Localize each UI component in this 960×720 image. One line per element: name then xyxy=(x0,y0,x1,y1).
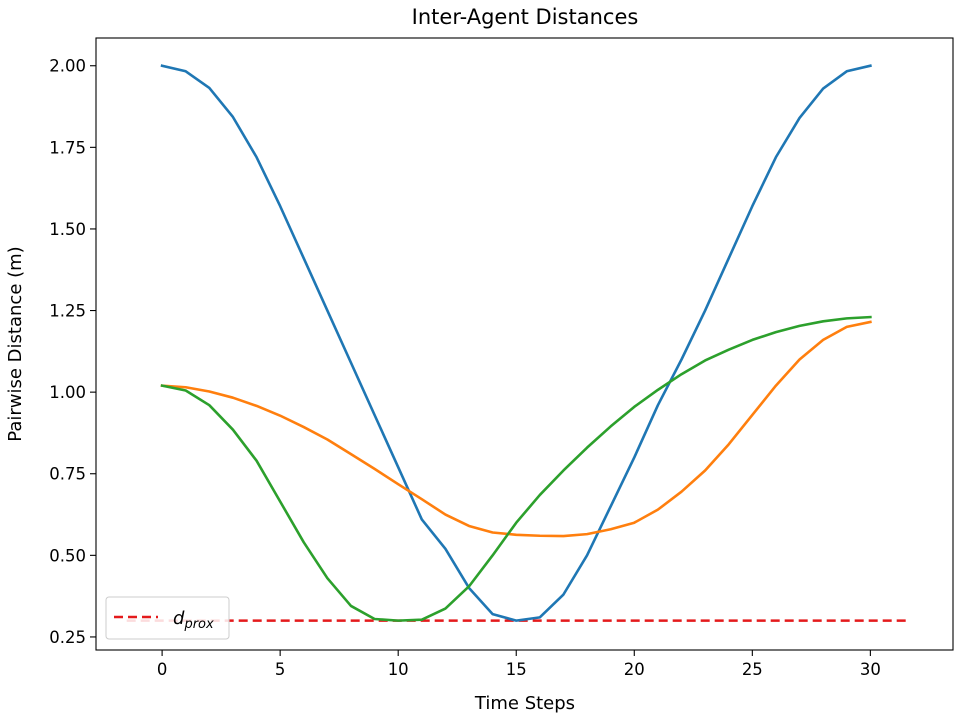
y-tick-label: 1.50 xyxy=(49,220,86,239)
x-tick-label: 20 xyxy=(624,660,645,679)
plot-area xyxy=(126,64,906,622)
series-line-3 xyxy=(160,315,872,622)
series-line-1 xyxy=(160,64,872,622)
chart-title: Inter-Agent Distances xyxy=(412,5,639,29)
plot-frame xyxy=(95,37,954,651)
y-axis: 0.25 0.50 0.75 1.00 1.25 1.50 1.75 2.00 xyxy=(49,57,96,647)
y-tick-label: 0.75 xyxy=(49,465,86,484)
y-tick-label: 1.00 xyxy=(49,383,86,402)
y-tick-label: 1.75 xyxy=(49,138,86,157)
x-tick-label: 5 xyxy=(275,660,286,679)
y-tick-label: 0.50 xyxy=(49,546,86,565)
legend: dprox xyxy=(105,596,230,640)
x-axis-label: Time Steps xyxy=(474,693,575,714)
x-tick-label: 15 xyxy=(506,660,527,679)
x-tick-label: 30 xyxy=(860,660,881,679)
x-tick-label: 25 xyxy=(742,660,763,679)
y-tick-label: 1.25 xyxy=(49,302,86,321)
y-axis-label: Pairwise Distance (m) xyxy=(5,246,26,441)
legend-threshold-label: dprox xyxy=(173,608,214,632)
x-axis: 0 5 10 15 20 25 30 xyxy=(157,650,881,679)
x-tick-label: 10 xyxy=(388,660,409,679)
series-line-2 xyxy=(160,320,872,538)
legend-subscript: prox xyxy=(183,617,214,632)
x-tick-label: 0 xyxy=(157,660,168,679)
y-tick-label: 2.00 xyxy=(49,57,86,76)
legend-box xyxy=(105,596,230,640)
legend-symbol: d xyxy=(173,608,185,629)
y-tick-label: 0.25 xyxy=(49,628,86,647)
